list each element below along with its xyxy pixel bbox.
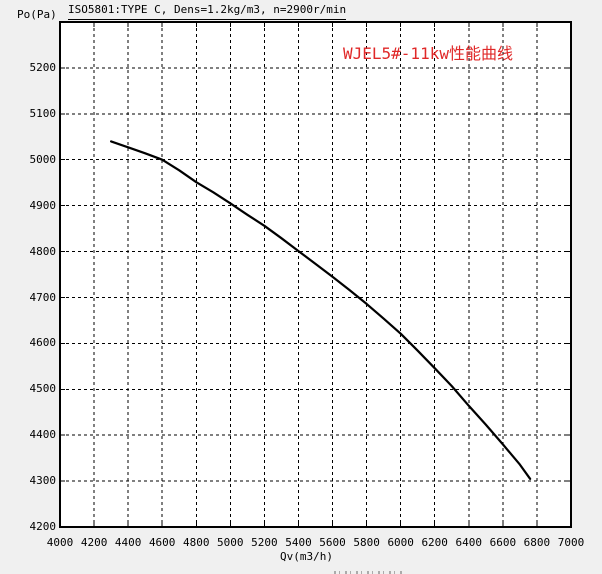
x-tick-label: 5000 bbox=[217, 536, 244, 549]
cutoff-text-fragment bbox=[334, 571, 404, 574]
x-tick-label: 6800 bbox=[523, 536, 551, 549]
x-tick-label: 7000 bbox=[557, 536, 585, 549]
y-tick-label: 4200 bbox=[29, 520, 57, 533]
x-tick-label: 6000 bbox=[387, 536, 414, 549]
curve-name-annotation: WJEL5#-11kw性能曲线 bbox=[343, 44, 513, 63]
x-tick-label: 4600 bbox=[148, 536, 176, 549]
x-tick-label: 4000 bbox=[46, 536, 74, 549]
plot-area bbox=[60, 22, 571, 527]
y-tick-label: 4700 bbox=[29, 290, 57, 304]
x-axis-title: Qv(m3/h) bbox=[280, 550, 333, 563]
plot-frame bbox=[59, 21, 572, 528]
y-tick-label: 5200 bbox=[29, 60, 57, 74]
x-tick-label: 6600 bbox=[489, 536, 517, 549]
y-axis-unit-label: Po(Pa) bbox=[17, 8, 57, 21]
y-tick-label: 5000 bbox=[29, 152, 57, 166]
x-tick-label: 5200 bbox=[251, 536, 278, 549]
x-tick-label: 4800 bbox=[183, 536, 210, 549]
x-tick-label: 6200 bbox=[421, 536, 448, 549]
y-tick-label: 4400 bbox=[29, 428, 57, 442]
chart-standard-title: ISO5801:TYPE C, Dens=1.2kg/m3, n=2900r/m… bbox=[68, 3, 347, 20]
performance-curve bbox=[109, 140, 532, 480]
x-tick-label: 4200 bbox=[80, 536, 108, 549]
x-tick-label: 5800 bbox=[353, 536, 380, 549]
y-tick-label: 4300 bbox=[29, 474, 57, 488]
x-tick-label: 6400 bbox=[455, 536, 483, 549]
y-tick-label: 5100 bbox=[29, 106, 57, 120]
y-tick-label: 4600 bbox=[29, 336, 57, 350]
x-tick-label: 4400 bbox=[114, 536, 142, 549]
y-tick-label: 4900 bbox=[29, 198, 57, 212]
x-tick-label: 5400 bbox=[285, 536, 312, 549]
x-tick-label: 5600 bbox=[319, 536, 346, 549]
y-tick-label: 4500 bbox=[29, 382, 57, 396]
y-tick-label: 4800 bbox=[29, 244, 57, 258]
